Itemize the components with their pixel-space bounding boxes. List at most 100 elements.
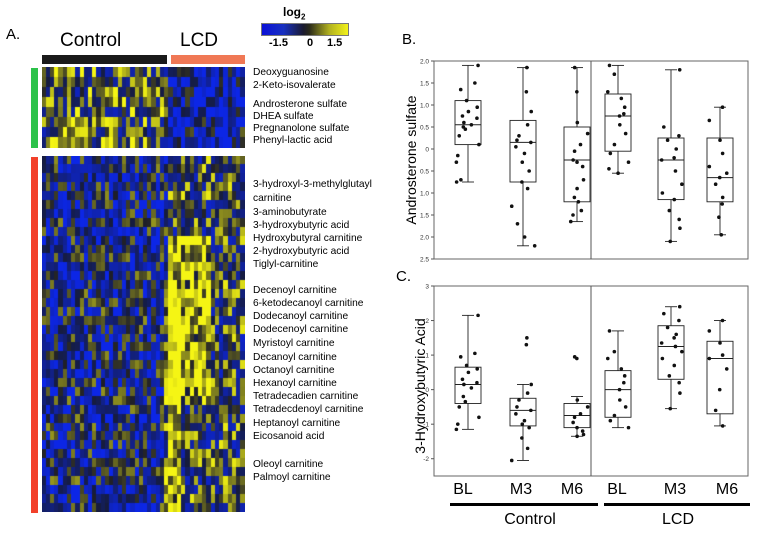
data-point xyxy=(607,329,612,333)
data-point xyxy=(672,363,677,368)
data-point xyxy=(455,153,460,158)
metabolite-label: Myristoyl carnitine xyxy=(253,338,335,349)
legend-tick-pos: 1.5 xyxy=(327,37,343,49)
data-point xyxy=(464,363,469,368)
metabolite-label: Palmoyl carnitine xyxy=(253,472,331,483)
data-point xyxy=(575,120,580,125)
data-point xyxy=(677,304,682,309)
data-point xyxy=(571,213,575,217)
data-point xyxy=(617,114,622,118)
y-tick-label: 0.5 xyxy=(420,125,429,132)
data-point xyxy=(576,200,581,204)
data-point xyxy=(622,112,626,116)
y-tick-label: -1.0 xyxy=(420,191,429,198)
data-point xyxy=(622,374,627,378)
metabolite-label: Eicosanoid acid xyxy=(253,431,325,442)
data-point xyxy=(462,120,466,125)
data-point xyxy=(571,420,575,425)
data-point xyxy=(529,109,534,114)
data-point xyxy=(520,180,524,184)
data-point xyxy=(612,142,617,147)
box xyxy=(604,93,632,152)
data-point xyxy=(659,158,664,162)
data-point xyxy=(617,387,622,392)
metabolite-label: Tetradecdenoyl carnitine xyxy=(253,404,364,415)
data-point xyxy=(571,158,575,162)
data-point xyxy=(509,204,514,208)
box xyxy=(706,340,734,415)
data-point xyxy=(662,125,666,129)
data-point xyxy=(581,178,586,182)
data-point xyxy=(672,197,677,202)
metabolite-label: Hexanoyl carnitine xyxy=(253,378,337,389)
data-point xyxy=(475,116,479,120)
group-label-control: Control xyxy=(504,511,556,528)
data-point xyxy=(605,90,610,94)
data-point xyxy=(529,140,533,145)
data-point xyxy=(517,398,521,402)
data-point xyxy=(677,134,681,138)
data-point xyxy=(585,405,590,409)
data-point xyxy=(475,380,479,385)
data-point xyxy=(612,72,617,76)
data-point xyxy=(455,422,460,426)
cluster-bar-green xyxy=(31,68,38,148)
data-point xyxy=(514,412,518,416)
metabolite-label: carnitine xyxy=(253,193,292,204)
y-tick-label: 3 xyxy=(425,284,429,291)
heatmap-control-title: Control xyxy=(60,30,122,51)
data-point xyxy=(619,96,624,101)
data-point xyxy=(525,336,529,340)
data-point xyxy=(680,349,684,354)
xtick-control-m3: M3 xyxy=(509,481,533,498)
data-point xyxy=(720,424,725,428)
data-point xyxy=(575,356,579,361)
data-point xyxy=(678,391,682,395)
metabolite-label: Heptanoyl carnitine xyxy=(253,418,341,429)
data-point xyxy=(659,341,664,345)
y-tick-label: -0.5 xyxy=(420,169,429,176)
data-point xyxy=(677,318,681,323)
y-tick-label: -2 xyxy=(423,456,429,463)
data-point xyxy=(575,160,579,164)
metabolite-label: Dodecanoyl carnitine xyxy=(253,311,349,322)
lcd-group-bar xyxy=(171,55,245,64)
data-point xyxy=(678,226,682,230)
data-point xyxy=(623,131,628,136)
data-point xyxy=(707,356,712,361)
data-point xyxy=(514,145,518,149)
y-tick-label: 0 xyxy=(425,387,429,394)
data-point xyxy=(572,415,577,420)
control-underline xyxy=(450,503,598,506)
data-point xyxy=(457,134,462,138)
data-point xyxy=(616,171,620,175)
box xyxy=(706,137,734,203)
legend-colorbar xyxy=(261,23,349,36)
data-point xyxy=(707,164,712,169)
legend-title-text: log xyxy=(283,5,301,19)
data-point xyxy=(568,219,573,224)
data-point xyxy=(662,311,666,316)
data-point xyxy=(668,239,673,244)
data-point xyxy=(466,370,471,375)
data-point xyxy=(517,134,521,138)
metabolite-label: Decanoyl carnitine xyxy=(253,352,337,363)
data-point xyxy=(618,123,622,127)
data-point xyxy=(522,235,527,239)
group-label-lcd: LCD xyxy=(661,511,694,528)
data-point xyxy=(622,105,627,109)
data-point xyxy=(720,353,725,357)
data-point xyxy=(720,318,725,323)
data-point xyxy=(525,65,529,70)
data-point xyxy=(585,131,590,136)
data-point xyxy=(674,332,679,337)
box xyxy=(657,325,685,380)
data-point xyxy=(572,149,577,153)
data-point xyxy=(529,408,533,413)
y-tick-label: -2.0 xyxy=(420,235,429,242)
data-point xyxy=(469,386,474,390)
metabolite-label: Dodecenoyl carnitine xyxy=(253,324,349,335)
data-point xyxy=(529,382,534,387)
xtick-lcd-m3: M3 xyxy=(663,481,687,498)
data-point xyxy=(619,367,624,371)
